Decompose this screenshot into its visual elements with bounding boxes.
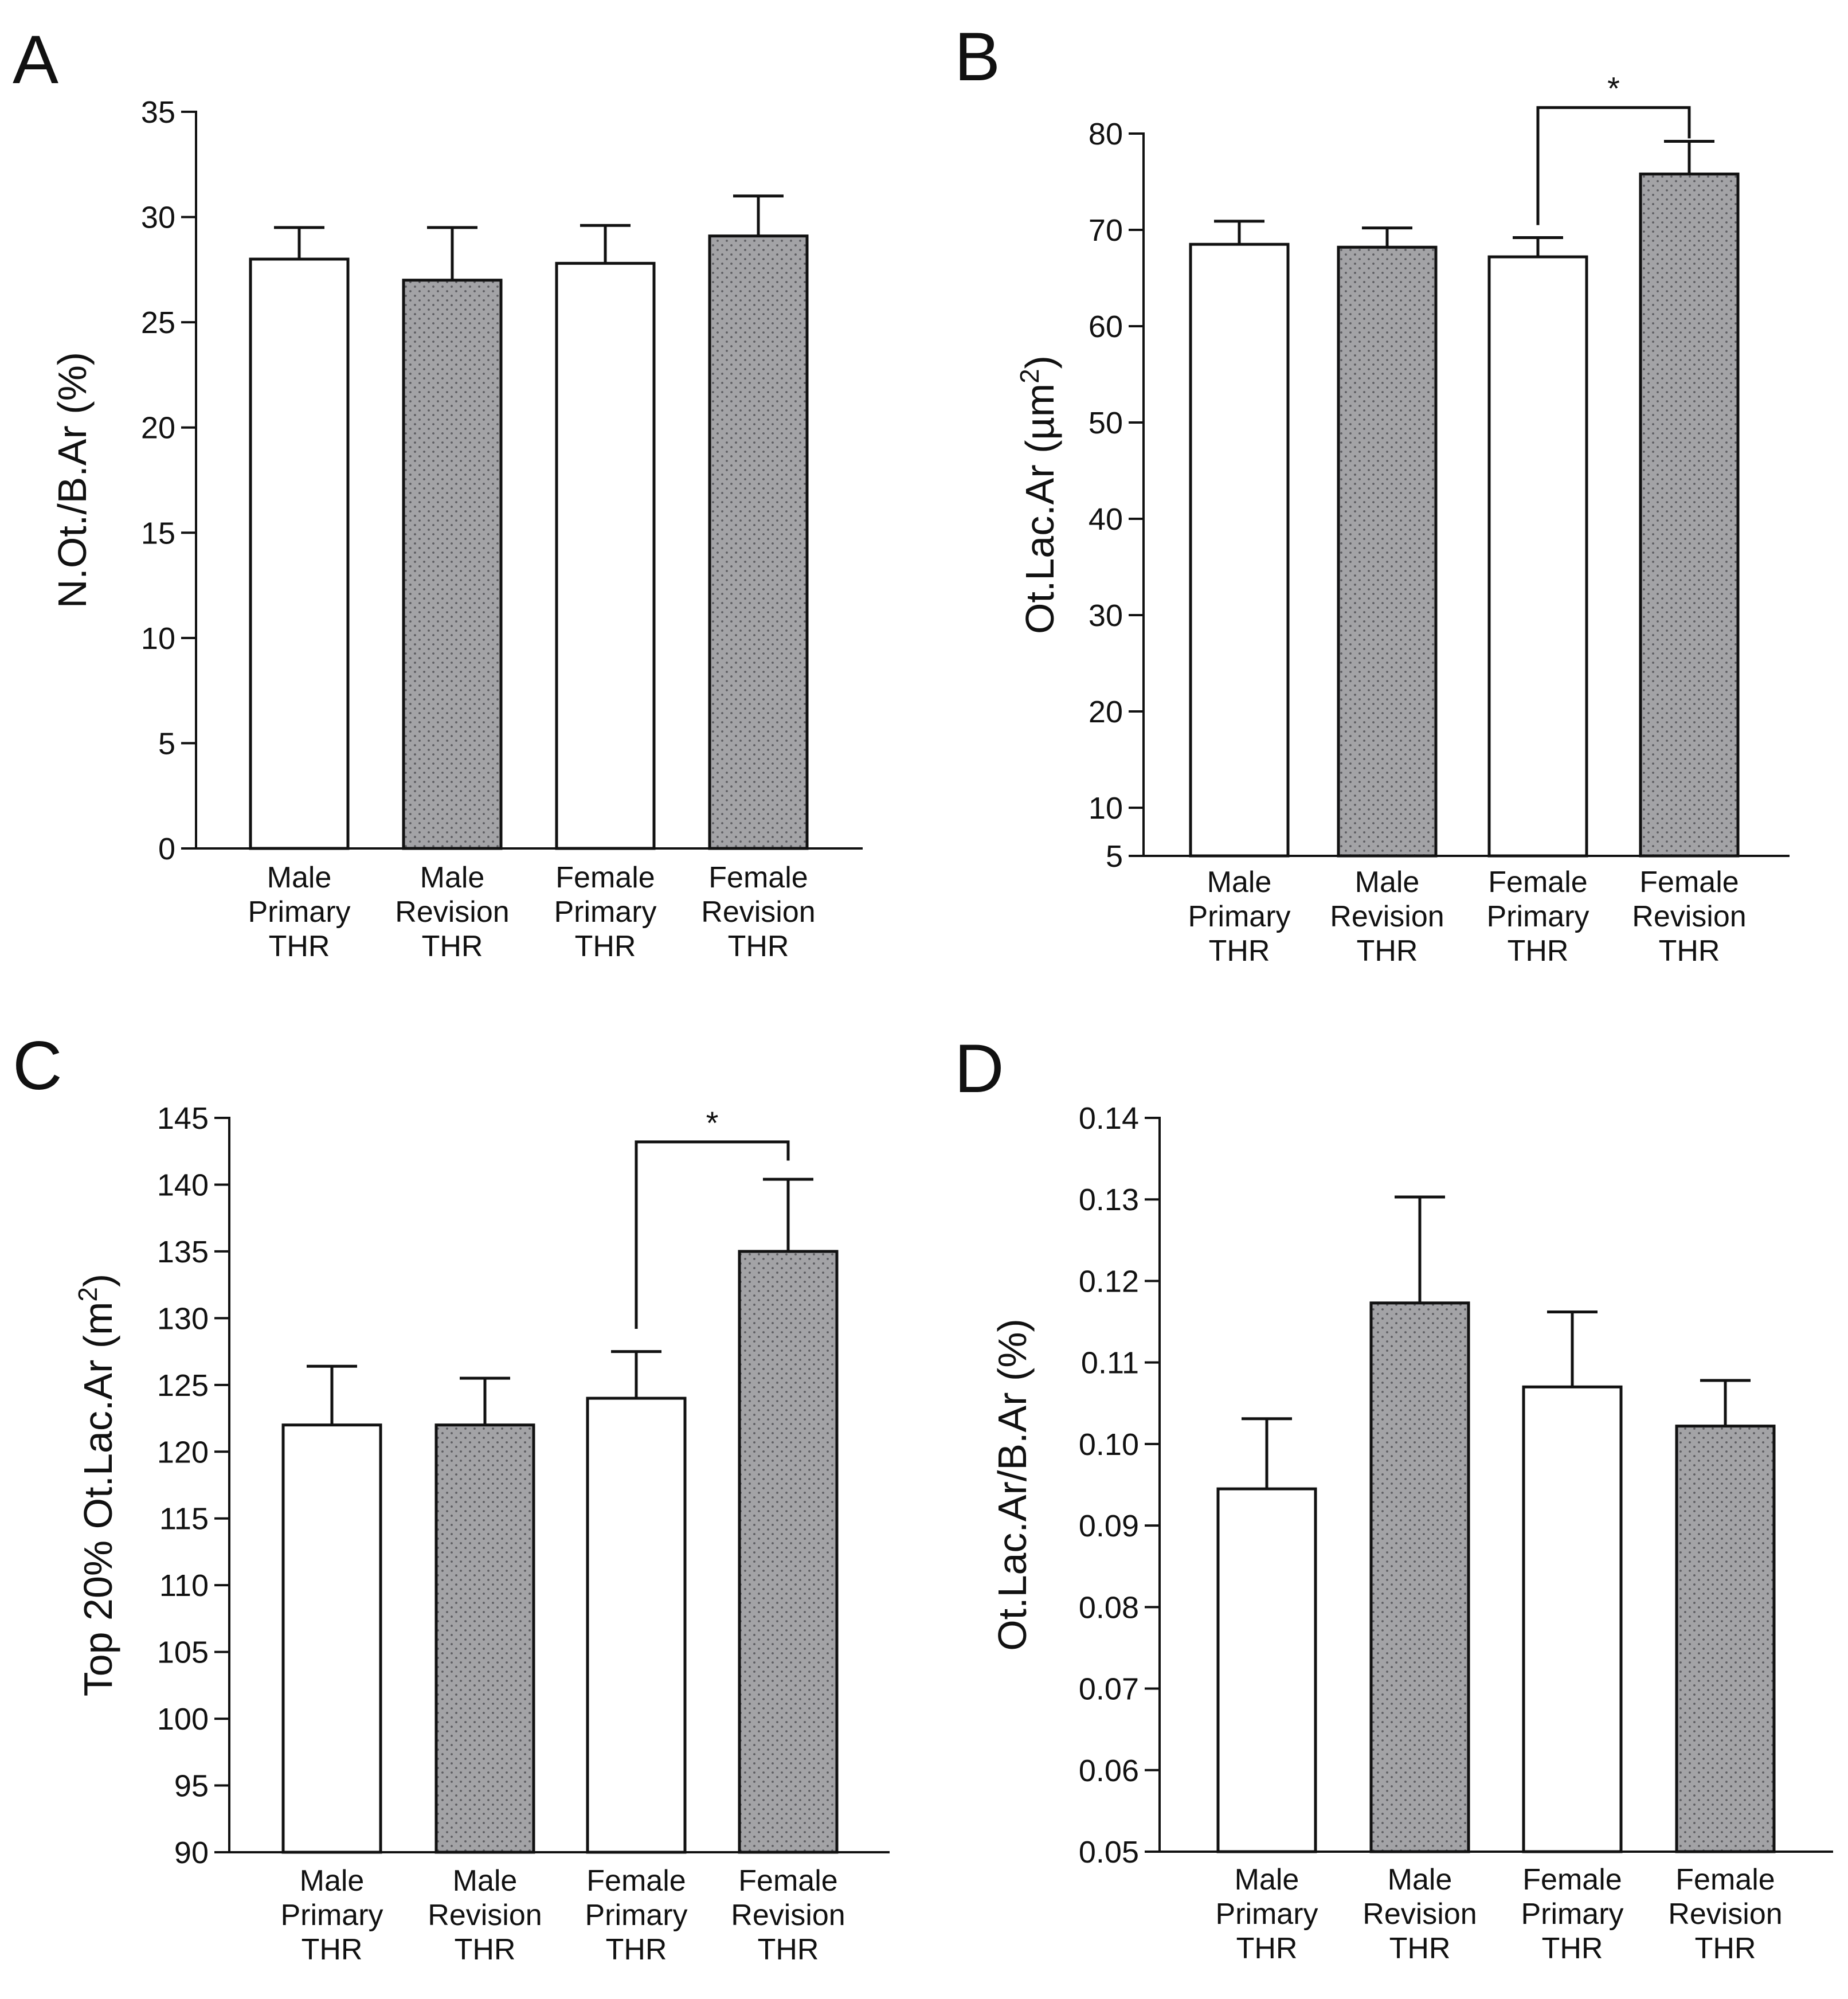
y-tick-label: 130: [157, 1301, 209, 1336]
category-label: Male Primary THR: [1188, 866, 1290, 968]
panel-a-chart: A 0 5 10 15 20 25 30 35 N.Ot./B.Ar (%) Male Primary…: [13, 21, 863, 963]
y-tick-label: 100: [157, 1702, 209, 1736]
y-tick-label: 125: [157, 1368, 209, 1403]
y-tick-label: 30: [141, 201, 175, 235]
y-axis-title: Top 20% Ot.Lac.Ar (m2): [73, 1274, 120, 1697]
y-tick-label: 0.10: [1079, 1427, 1139, 1462]
category-label: Male Revision THR: [1330, 866, 1444, 968]
y-tick-label: 20: [1089, 695, 1123, 729]
y-tick-label: 5: [1106, 839, 1123, 874]
category-label: Female Primary THR: [554, 861, 656, 963]
category-label: Female Revision THR: [701, 861, 815, 963]
y-tick-label: 0.09: [1079, 1509, 1139, 1543]
bar: [281, 1423, 382, 1854]
panel-c-chart: C 90 95 100 105 110 115 120 125 130 135 140 145 Top 2…: [13, 1027, 890, 1966]
y-tick-label: 120: [157, 1435, 209, 1469]
y-tick-label: 90: [174, 1836, 209, 1870]
bar: [1369, 1301, 1470, 1853]
bar: [1216, 1487, 1317, 1853]
y-tick-label: 60: [1089, 310, 1123, 344]
y-tick-label: 40: [1089, 502, 1123, 537]
y-tick-label: 0.14: [1079, 1101, 1139, 1136]
y-axis-title: N.Ot./B.Ar (%): [50, 352, 95, 608]
y-tick-label: 110: [159, 1568, 209, 1603]
bar: [249, 257, 350, 850]
y-tick-label: 0.13: [1079, 1183, 1139, 1217]
bar: [1487, 255, 1588, 858]
y-axis-title: Ot.Lac.Ar (µm2): [1015, 355, 1062, 634]
y-tick-label: 105: [157, 1636, 209, 1670]
y-tick-label: 35: [141, 95, 175, 130]
y-tick-label: 70: [1089, 213, 1123, 248]
y-tick-label: 10: [141, 621, 175, 656]
panel-letter-c: C: [13, 1027, 62, 1104]
y-tick-label: 80: [1089, 117, 1123, 151]
y-tick-label: 95: [174, 1769, 209, 1804]
category-label: Male Revision THR: [1362, 1863, 1477, 1965]
category-label: Female Primary THR: [1486, 866, 1589, 968]
y-axis-title: Ot.Lac.Ar/B.Ar (%): [990, 1319, 1035, 1651]
category-label: Male Revision THR: [395, 861, 509, 963]
y-tick-label: 25: [141, 306, 175, 340]
category-label: Male Primary THR: [1215, 1863, 1318, 1965]
category-label: Male Primary THR: [280, 1864, 383, 1966]
y-tick-label: 0.08: [1079, 1590, 1139, 1625]
significance-bracket: [635, 1140, 790, 1329]
y-tick-label: 0.07: [1079, 1672, 1139, 1707]
y-tick-label: 0.11: [1081, 1346, 1139, 1380]
bar: [434, 1423, 535, 1854]
bar: [555, 261, 656, 850]
panel-b-chart: B 5 10 20 30 40 50 60 70 80 Ot.Lac.Ar (µm2) Male Pri…: [954, 18, 1790, 968]
y-tick-label: 0.05: [1079, 1835, 1139, 1869]
significance-star: *: [706, 1105, 719, 1141]
y-tick-label: 10: [1089, 791, 1123, 826]
bar: [1675, 1425, 1776, 1853]
y-tick-label: 0.12: [1079, 1264, 1139, 1298]
panel-letter-d: D: [954, 1030, 1004, 1107]
category-label: Female Primary THR: [1521, 1863, 1623, 1965]
y-tick-label: 30: [1089, 598, 1123, 633]
significance-bracket: [1536, 106, 1691, 225]
bar: [402, 279, 503, 850]
significance-star: *: [1607, 71, 1620, 107]
panel-d-chart: D 0.05 0.06 0.07 0.08 0.09 0.10 0.11 0.12 0.13 0.1…: [954, 1030, 1833, 1965]
bar: [1522, 1385, 1623, 1853]
y-tick-label: 50: [1089, 406, 1123, 440]
bar: [708, 234, 809, 850]
bar: [1189, 242, 1290, 858]
category-label: Male Primary THR: [248, 861, 350, 963]
category-label: Female Primary THR: [585, 1864, 687, 1966]
y-tick-label: 145: [157, 1101, 209, 1136]
bar: [1337, 245, 1438, 858]
bar: [586, 1396, 687, 1854]
y-tick-label: 5: [158, 726, 175, 761]
y-tick-label: 20: [141, 411, 175, 445]
bar: [738, 1250, 839, 1854]
panel-letter-a: A: [13, 21, 58, 98]
y-tick-label: 15: [141, 516, 175, 550]
panel-letter-b: B: [954, 18, 1000, 95]
y-tick-label: 115: [159, 1502, 209, 1536]
category-label: Female Revision THR: [1668, 1863, 1782, 1965]
y-tick-label: 0.06: [1079, 1754, 1139, 1788]
category-label: Male Revision THR: [428, 1864, 542, 1966]
category-label: Female Revision THR: [1632, 866, 1746, 968]
bar: [1639, 173, 1740, 858]
y-tick-label: 0: [158, 832, 175, 866]
category-label: Female Revision THR: [731, 1864, 845, 1966]
y-tick-label: 140: [157, 1168, 209, 1202]
y-tick-label: 135: [157, 1235, 209, 1269]
